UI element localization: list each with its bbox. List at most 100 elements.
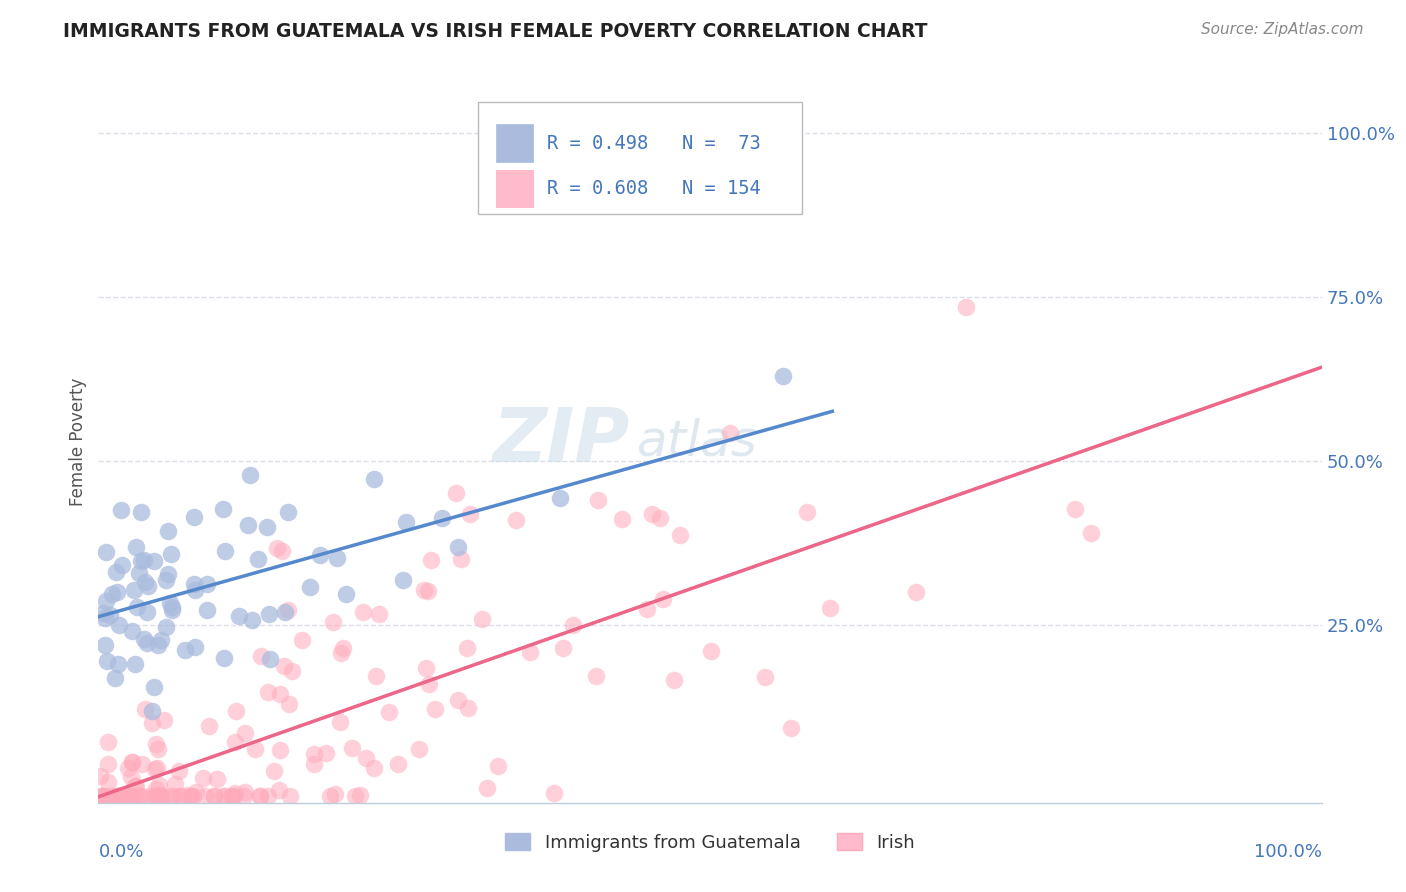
Point — [134, 632, 156, 647]
Point — [112, 789, 135, 804]
Point — [315, 746, 337, 760]
Point — [94, 594, 117, 608]
Point — [543, 786, 565, 800]
Point — [259, 652, 281, 666]
Point — [343, 789, 366, 804]
Point — [239, 468, 262, 483]
Point — [152, 789, 174, 804]
Text: R = 0.608   N = 154: R = 0.608 N = 154 — [547, 179, 761, 198]
Point — [136, 579, 159, 593]
Point — [354, 751, 377, 765]
Point — [754, 670, 776, 684]
Point — [240, 613, 263, 627]
Point — [277, 504, 299, 518]
Point — [412, 583, 434, 598]
Point — [124, 583, 146, 598]
Point — [162, 789, 184, 804]
Point — [105, 789, 128, 804]
Point — [205, 772, 228, 787]
Point — [131, 756, 153, 771]
Point — [159, 596, 181, 610]
Point — [135, 605, 157, 619]
Point — [129, 789, 152, 804]
Point — [299, 580, 322, 594]
Point — [418, 677, 440, 691]
Point — [155, 573, 177, 587]
Point — [184, 640, 207, 654]
Point — [124, 789, 146, 804]
Point — [243, 742, 266, 756]
Point — [107, 789, 129, 804]
Point — [274, 605, 297, 619]
FancyBboxPatch shape — [496, 124, 533, 162]
Point — [146, 761, 169, 775]
Point — [904, 584, 927, 599]
Point — [121, 624, 143, 639]
Point — [110, 502, 132, 516]
Point — [425, 702, 447, 716]
Point — [332, 641, 354, 656]
Legend: Immigrants from Guatemala, Irish: Immigrants from Guatemala, Irish — [498, 826, 922, 859]
Point — [142, 554, 165, 568]
Point — [148, 789, 170, 804]
Point — [269, 782, 291, 797]
Point — [225, 704, 247, 718]
Point — [269, 687, 291, 701]
Point — [89, 769, 111, 783]
Point — [129, 554, 152, 568]
Point — [641, 508, 664, 522]
Point — [124, 657, 146, 671]
Point — [202, 789, 225, 804]
Point — [340, 740, 363, 755]
Point — [143, 789, 166, 804]
Point — [91, 607, 114, 621]
Point — [141, 716, 163, 731]
Point — [202, 789, 225, 804]
Point — [153, 713, 176, 727]
Point — [236, 518, 259, 533]
Point — [97, 735, 120, 749]
Point — [263, 764, 285, 778]
Point — [96, 774, 118, 789]
Point — [163, 777, 186, 791]
Point — [183, 577, 205, 591]
Point — [104, 671, 127, 685]
Point — [127, 600, 149, 615]
Point — [167, 789, 190, 804]
Point — [450, 552, 472, 566]
Point — [128, 566, 150, 580]
Point — [221, 789, 243, 804]
Point — [121, 755, 143, 769]
Point — [662, 673, 685, 687]
Point — [352, 605, 374, 619]
Point — [325, 550, 347, 565]
Point — [214, 544, 236, 558]
Point — [90, 789, 112, 804]
Point — [553, 640, 575, 655]
Point — [256, 519, 278, 533]
Point — [145, 789, 167, 804]
Point — [418, 584, 440, 599]
Point — [430, 511, 453, 525]
Point — [124, 779, 146, 793]
Point — [224, 735, 246, 749]
Point — [415, 661, 437, 675]
Point — [271, 543, 294, 558]
Point — [212, 502, 235, 516]
Point — [183, 509, 205, 524]
Point — [134, 575, 156, 590]
Point — [214, 789, 236, 804]
Point — [157, 524, 180, 539]
Point — [585, 669, 607, 683]
FancyBboxPatch shape — [478, 102, 801, 214]
Point — [224, 786, 246, 800]
Point — [363, 761, 385, 775]
Point — [101, 587, 124, 601]
Text: 100.0%: 100.0% — [1254, 843, 1322, 861]
Point — [125, 779, 148, 793]
Point — [160, 599, 183, 614]
Point — [257, 607, 280, 622]
Point — [363, 472, 385, 486]
Point — [249, 789, 271, 804]
Point — [273, 658, 295, 673]
